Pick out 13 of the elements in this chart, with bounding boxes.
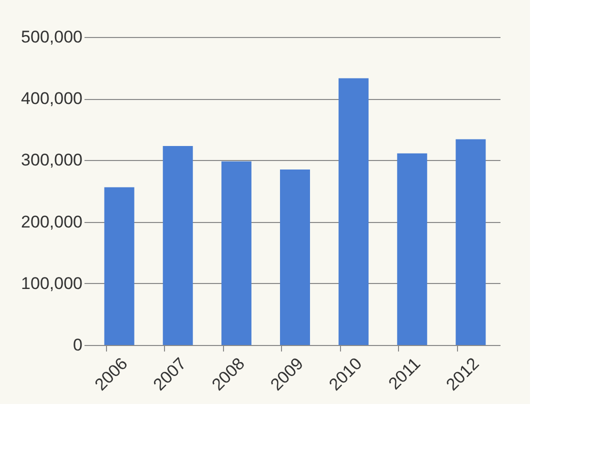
y-tick-label: 400,000 <box>21 89 82 108</box>
y-tick-label: 0 <box>73 336 82 354</box>
y-tick-label: 500,000 <box>21 28 82 46</box>
bar <box>280 169 310 345</box>
y-tick-label: 200,000 <box>21 212 82 232</box>
bar <box>162 146 193 345</box>
bar <box>104 187 134 345</box>
bar <box>397 153 428 345</box>
bar <box>221 161 252 345</box>
y-tick-label: 100,000 <box>21 274 82 293</box>
y-tick-label: 300,000 <box>21 150 82 170</box>
bar <box>456 139 486 345</box>
bar <box>338 78 369 345</box>
